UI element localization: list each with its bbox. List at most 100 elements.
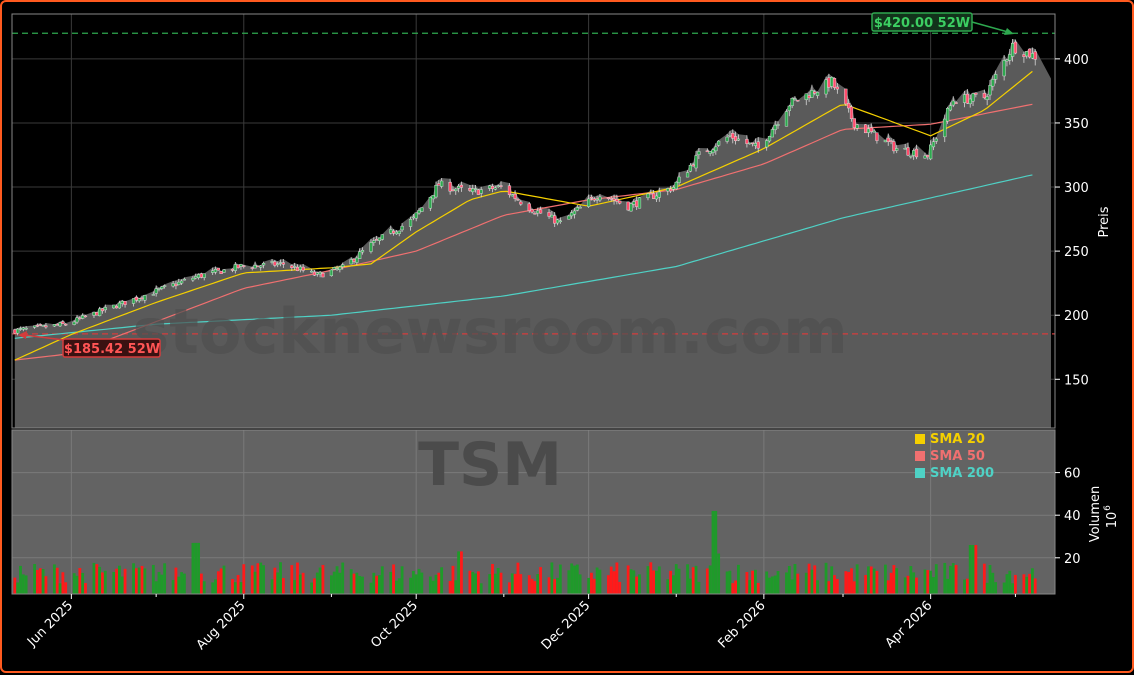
volume-bar-up	[298, 574, 302, 594]
candle-down	[1027, 48, 1032, 58]
volume-bar-up	[380, 566, 384, 594]
candle-up	[572, 210, 577, 215]
candle-down	[756, 141, 760, 149]
volume-bar-up	[872, 568, 876, 594]
price-axes-frame	[11, 13, 1056, 429]
volume-bar-up	[479, 583, 483, 594]
volume-bar-down	[1022, 574, 1026, 594]
candle-up	[674, 181, 678, 190]
volume-bar-up	[909, 566, 913, 594]
candle-down	[852, 118, 856, 128]
candle-down	[230, 268, 235, 271]
candle-down	[589, 197, 594, 199]
candle-down	[527, 203, 531, 212]
low-52w-label: $185.42 52W	[64, 342, 160, 357]
volume-bar-up	[177, 576, 181, 594]
volume-bar-up	[697, 581, 701, 594]
candle-up	[33, 325, 37, 328]
candle-up	[420, 207, 424, 212]
volume-bar-up	[558, 564, 562, 594]
volume-bar-down	[123, 568, 127, 594]
volume-tick-label: 40	[1064, 509, 1081, 524]
volume-tick-label: 20	[1064, 552, 1081, 567]
volume-bar-down	[1033, 578, 1037, 594]
volume-bar-down	[236, 574, 240, 594]
candle-down	[375, 239, 379, 241]
candle-up	[191, 277, 195, 281]
candle-up	[270, 261, 274, 263]
volume-bar-up	[202, 581, 206, 594]
candle-down	[1022, 54, 1026, 57]
candle-up	[773, 124, 777, 131]
candle-down	[516, 199, 520, 201]
candle-up	[632, 201, 636, 205]
volume-bar-up	[397, 578, 401, 594]
volume-bar-up	[414, 574, 418, 594]
volume-bar-down	[84, 583, 87, 594]
volume-bar-down	[533, 581, 537, 594]
volume-bar-down	[734, 580, 737, 594]
volume-bar-down	[705, 568, 709, 594]
legend: SMA 20 SMA 50 SMA 200	[915, 432, 994, 481]
candle-down	[174, 283, 178, 287]
candle-up	[629, 203, 633, 212]
candle-up	[72, 321, 76, 325]
volume-bar-up	[943, 562, 947, 594]
volume-bar-down	[451, 565, 455, 594]
volume-bar-up	[239, 582, 243, 594]
candle-up	[646, 193, 650, 199]
volume-bar-up	[143, 568, 147, 594]
candle-up	[112, 304, 116, 309]
candle-up	[1025, 51, 1029, 57]
candle-up	[369, 242, 373, 252]
volume-bar-up	[708, 565, 712, 594]
volume-bar-down	[499, 572, 503, 594]
volume-axes-frame	[11, 429, 1056, 595]
volume-unit-base: 10	[1105, 512, 1120, 529]
candle-up	[587, 198, 591, 207]
volume-bar-up	[657, 566, 661, 594]
volume-bar-down	[954, 564, 958, 594]
candle-down	[813, 91, 817, 94]
candle-up	[934, 138, 938, 142]
volume-bar-up	[748, 580, 752, 594]
ticker-watermark: TSM	[418, 430, 562, 500]
candle-down	[281, 262, 285, 265]
volume-bar-up	[686, 564, 689, 594]
volume-bar-up	[434, 574, 438, 594]
volume-bar-up	[646, 566, 650, 594]
volume-bar-up	[420, 572, 424, 594]
candle-up	[685, 172, 690, 178]
candle-up	[310, 270, 314, 273]
candle-up	[377, 237, 382, 241]
candle-up	[456, 186, 461, 189]
candle-up	[397, 230, 401, 234]
candle-up	[471, 188, 475, 193]
volume-bar-up	[787, 566, 791, 594]
candle-up	[202, 273, 206, 278]
volume-bar-up	[672, 575, 675, 594]
candle-up	[372, 240, 376, 243]
volume-bar-down	[539, 567, 542, 594]
volume-bar-down	[199, 573, 203, 594]
volume-bar-up	[773, 575, 777, 594]
volume-bar-down	[281, 578, 285, 594]
volume-bar-up	[112, 571, 116, 594]
volume-bar-up	[1002, 582, 1006, 594]
candle-up	[335, 268, 339, 270]
volume-bar-up	[496, 567, 500, 594]
volume-bar-down	[553, 579, 557, 594]
volume-axis-label: Volumen	[1088, 486, 1103, 543]
candle-up	[417, 210, 421, 214]
candle-up	[131, 298, 136, 304]
candle-up	[830, 77, 834, 87]
candle-down	[219, 271, 223, 274]
candle-down	[832, 78, 837, 88]
candle-down	[83, 315, 88, 318]
volume-bar-up	[211, 582, 215, 594]
candle-up	[555, 219, 560, 224]
candle-up	[654, 195, 659, 200]
candle-down	[906, 147, 910, 156]
volume-bar-down	[590, 572, 593, 594]
volume-bar-down	[352, 573, 356, 594]
